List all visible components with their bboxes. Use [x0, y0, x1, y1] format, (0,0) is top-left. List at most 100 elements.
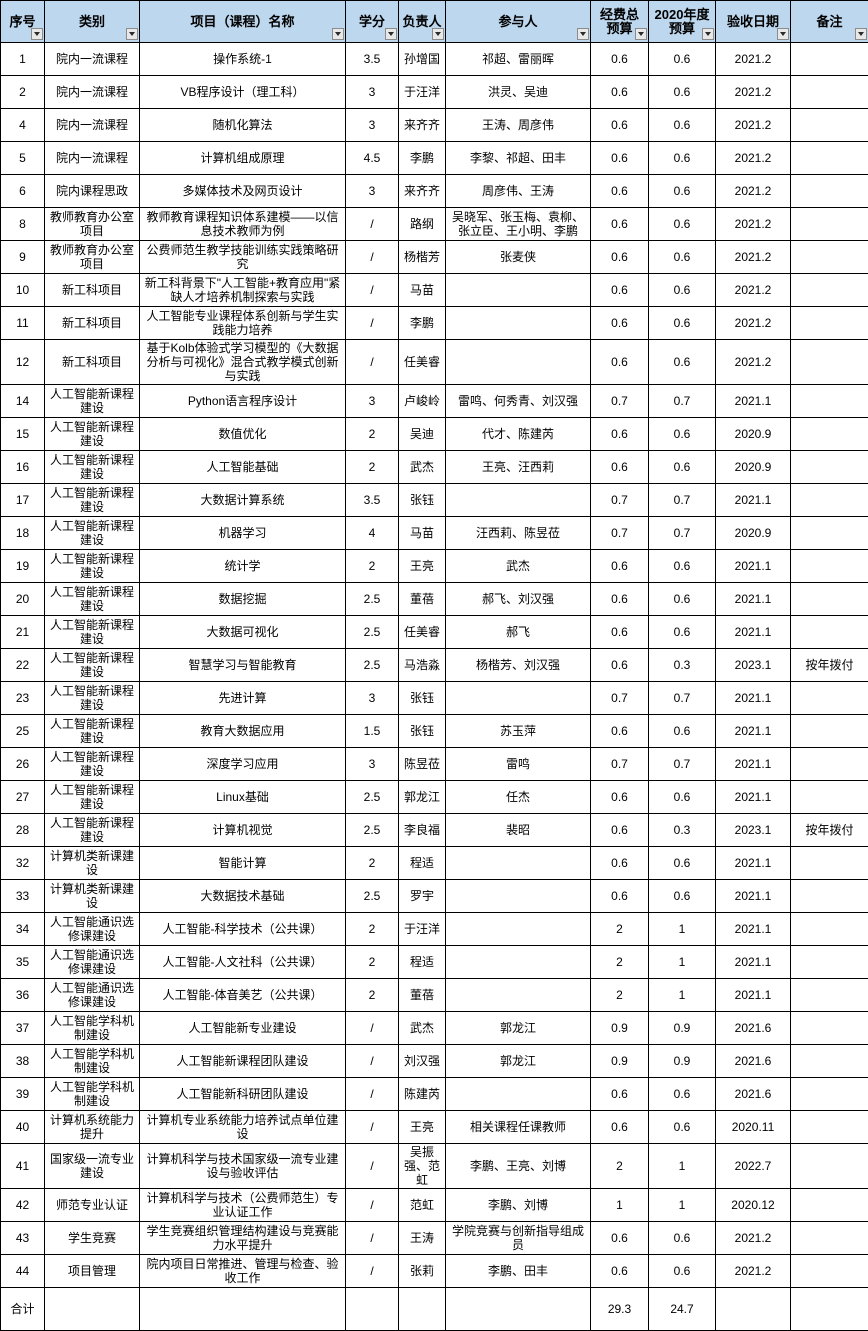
cell-remark[interactable] — [791, 1012, 868, 1045]
cell-index[interactable]: 9 — [1, 241, 45, 274]
cell-participants[interactable] — [446, 847, 591, 880]
cell-category[interactable]: 人工智能新课程建设 — [45, 385, 140, 418]
cell-category[interactable]: 计算机类新课建设 — [45, 847, 140, 880]
cell-credits[interactable]: / — [346, 274, 399, 307]
cell-index[interactable]: 11 — [1, 307, 45, 340]
cell-accept-date[interactable]: 2021.2 — [716, 274, 791, 307]
cell-index[interactable]: 40 — [1, 1111, 45, 1144]
filter-dropdown-icon[interactable] — [31, 28, 43, 40]
cell-category[interactable]: 院内一流课程 — [45, 142, 140, 175]
cell-budget-2020[interactable]: 0.6 — [649, 142, 716, 175]
cell-category[interactable]: 人工智能学科机制建设 — [45, 1045, 140, 1078]
cell-remark[interactable] — [791, 76, 868, 109]
cell-participants[interactable]: 代才、陈建芮 — [446, 418, 591, 451]
cell-remark[interactable] — [791, 43, 868, 76]
cell-leader[interactable]: 郭龙江 — [399, 781, 446, 814]
cell-remark[interactable] — [791, 1078, 868, 1111]
cell-remark[interactable] — [791, 175, 868, 208]
cell-name[interactable]: 机器学习 — [140, 517, 346, 550]
cell-accept-date[interactable]: 2020.11 — [716, 1111, 791, 1144]
cell-credits[interactable]: 3 — [346, 109, 399, 142]
cell-name[interactable]: Linux基础 — [140, 781, 346, 814]
cell-budget-total[interactable]: 2 — [591, 913, 649, 946]
cell-accept-date[interactable]: 2023.1 — [716, 649, 791, 682]
cell-index[interactable]: 6 — [1, 175, 45, 208]
cell-accept-date[interactable]: 2021.2 — [716, 340, 791, 385]
cell-category[interactable]: 新工科项目 — [45, 274, 140, 307]
cell-participants[interactable]: 周彦伟、王涛 — [446, 175, 591, 208]
cell-index[interactable]: 41 — [1, 1144, 45, 1189]
cell-participants[interactable]: 王亮、汪西莉 — [446, 451, 591, 484]
cell-category[interactable]: 师范专业认证 — [45, 1189, 140, 1222]
cell-budget-2020[interactable]: 0.6 — [649, 241, 716, 274]
cell-leader[interactable]: 陈建芮 — [399, 1078, 446, 1111]
cell-leader[interactable]: 王涛 — [399, 1222, 446, 1255]
filter-dropdown-icon[interactable] — [577, 28, 589, 40]
filter-dropdown-icon[interactable] — [855, 28, 867, 40]
filter-dropdown-icon[interactable] — [385, 28, 397, 40]
cell-name[interactable]: 多媒体技术及网页设计 — [140, 175, 346, 208]
cell-name[interactable] — [140, 1288, 346, 1331]
cell-remark[interactable] — [791, 484, 868, 517]
cell-leader[interactable]: 李鹏 — [399, 142, 446, 175]
cell-budget-2020[interactable]: 1 — [649, 913, 716, 946]
cell-remark[interactable] — [791, 1288, 868, 1331]
cell-remark[interactable] — [791, 418, 868, 451]
cell-remark[interactable] — [791, 340, 868, 385]
cell-index[interactable]: 37 — [1, 1012, 45, 1045]
cell-credits[interactable]: / — [346, 1045, 399, 1078]
cell-participants[interactable]: 郝飞 — [446, 616, 591, 649]
cell-category[interactable]: 人工智能新课程建设 — [45, 484, 140, 517]
cell-category[interactable]: 人工智能通识选修课建设 — [45, 913, 140, 946]
cell-budget-total[interactable]: 0.6 — [591, 451, 649, 484]
cell-budget-2020[interactable]: 0.6 — [649, 1111, 716, 1144]
cell-remark[interactable] — [791, 1255, 868, 1288]
cell-remark[interactable] — [791, 616, 868, 649]
cell-leader[interactable]: 马苗 — [399, 274, 446, 307]
cell-remark[interactable] — [791, 781, 868, 814]
cell-leader[interactable]: 罗宇 — [399, 880, 446, 913]
cell-participants[interactable] — [446, 946, 591, 979]
cell-budget-total[interactable]: 0.6 — [591, 109, 649, 142]
cell-budget-2020[interactable]: 0.6 — [649, 1078, 716, 1111]
cell-remark[interactable] — [791, 109, 868, 142]
cell-participants[interactable]: 李鹏、刘博 — [446, 1189, 591, 1222]
cell-leader[interactable]: 马苗 — [399, 517, 446, 550]
cell-remark[interactable]: 按年拨付 — [791, 814, 868, 847]
cell-leader[interactable]: 刘汉强 — [399, 1045, 446, 1078]
cell-remark[interactable] — [791, 307, 868, 340]
cell-remark[interactable] — [791, 1111, 868, 1144]
cell-category[interactable]: 人工智能新课程建设 — [45, 649, 140, 682]
cell-budget-2020[interactable]: 0.6 — [649, 76, 716, 109]
cell-accept-date[interactable]: 2021.1 — [716, 682, 791, 715]
cell-budget-total[interactable]: 0.6 — [591, 307, 649, 340]
cell-leader[interactable]: 杨楷芳 — [399, 241, 446, 274]
cell-budget-2020[interactable]: 0.6 — [649, 418, 716, 451]
cell-index[interactable]: 32 — [1, 847, 45, 880]
cell-participants[interactable] — [446, 340, 591, 385]
cell-budget-total[interactable]: 0.6 — [591, 847, 649, 880]
cell-name[interactable]: 人工智能新科研团队建设 — [140, 1078, 346, 1111]
cell-budget-total[interactable]: 0.6 — [591, 550, 649, 583]
cell-budget-2020[interactable]: 0.6 — [649, 781, 716, 814]
cell-budget-total[interactable]: 0.6 — [591, 781, 649, 814]
cell-participants[interactable]: 祁超、雷丽晖 — [446, 43, 591, 76]
cell-index[interactable]: 4 — [1, 109, 45, 142]
cell-index[interactable]: 44 — [1, 1255, 45, 1288]
cell-name[interactable]: 大数据可视化 — [140, 616, 346, 649]
cell-remark[interactable] — [791, 1144, 868, 1189]
cell-accept-date[interactable]: 2021.2 — [716, 1255, 791, 1288]
cell-budget-2020[interactable]: 0.7 — [649, 484, 716, 517]
cell-category[interactable]: 人工智能通识选修课建设 — [45, 946, 140, 979]
cell-leader[interactable]: 张莉 — [399, 1255, 446, 1288]
cell-credits[interactable]: 4 — [346, 517, 399, 550]
cell-name[interactable]: 人工智能专业课程体系创新与学生实践能力培养 — [140, 307, 346, 340]
cell-category[interactable]: 计算机类新课建设 — [45, 880, 140, 913]
cell-category[interactable]: 人工智能学科机制建设 — [45, 1012, 140, 1045]
cell-accept-date[interactable]: 2021.2 — [716, 307, 791, 340]
cell-budget-2020[interactable]: 0.7 — [649, 682, 716, 715]
cell-name[interactable]: 公费师范生教学技能训练实践策略研究 — [140, 241, 346, 274]
cell-participants[interactable] — [446, 913, 591, 946]
cell-accept-date[interactable]: 2021.2 — [716, 1222, 791, 1255]
cell-credits[interactable]: 3 — [346, 175, 399, 208]
